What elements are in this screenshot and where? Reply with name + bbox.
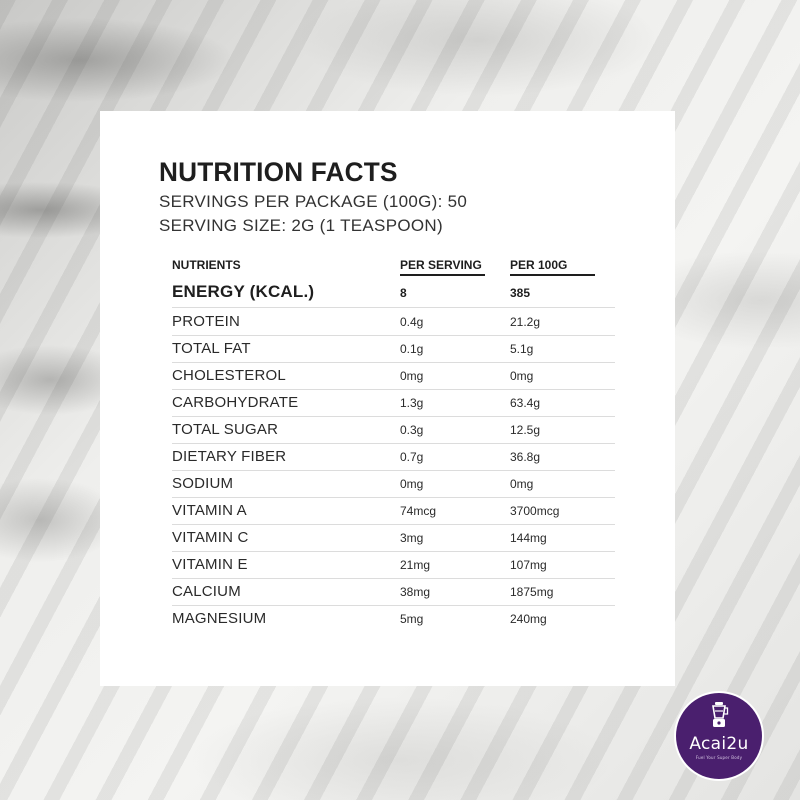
- serving-size: SERVING SIZE: 2G (1 TEASPOON): [159, 216, 443, 235]
- logo-wordmark: Acai2u: [689, 734, 749, 754]
- per-100g-value: 0mg: [510, 477, 534, 491]
- header-per-100g: PER 100G: [510, 258, 595, 276]
- per-serving-value: 74mcg: [400, 504, 437, 518]
- nutrient-name: CALCIUM: [172, 583, 241, 600]
- nutrient-name: CARBOHYDRATE: [172, 394, 299, 411]
- per-serving-value: 1.3g: [400, 396, 424, 410]
- per-serving-value: 0mg: [400, 369, 424, 383]
- table-row: VITAMIN C 3mg 144mg: [172, 524, 615, 552]
- nutrient-name: DIETARY FIBER: [172, 448, 287, 465]
- per-100g-value: 12.5g: [510, 423, 541, 437]
- per-100g-value: 3700mcg: [510, 504, 560, 518]
- header-per-serving: PER SERVING: [400, 258, 485, 276]
- nutrient-name: PROTEIN: [172, 313, 241, 330]
- table-row: TOTAL SUGAR 0.3g 12.5g: [172, 416, 615, 444]
- per-serving-value: 38mg: [400, 585, 431, 599]
- table-row: CHOLESTEROL 0mg 0mg: [172, 362, 615, 390]
- per-serving-value: 5mg: [400, 612, 424, 626]
- header-nutrients: NUTRIENTS: [172, 258, 241, 272]
- table-row: TOTAL FAT 0.1g 5.1g: [172, 335, 615, 363]
- per-100g-value: 240mg: [510, 612, 547, 626]
- nutrient-name: VITAMIN A: [172, 502, 247, 519]
- nutrient-name: MAGNESIUM: [172, 610, 267, 627]
- per-100g-value: 1875mg: [510, 585, 554, 599]
- nutrient-name: SODIUM: [172, 475, 234, 492]
- per-serving-value: 0.3g: [400, 423, 424, 437]
- per-100g-value: 5.1g: [510, 342, 534, 356]
- nutrition-title: NUTRITION FACTS: [159, 157, 398, 187]
- nutrient-name: TOTAL SUGAR: [172, 421, 279, 438]
- per-serving-value: 21mg: [400, 558, 431, 572]
- per-100g-value: 21.2g: [510, 315, 541, 329]
- table-row: CALCIUM 38mg 1875mg: [172, 578, 615, 606]
- servings-per-package: SERVINGS PER PACKAGE (100G): 50: [159, 192, 468, 211]
- per-serving-value: 8: [400, 286, 407, 300]
- per-serving-value: 0mg: [400, 477, 424, 491]
- nutrient-name: CHOLESTEROL: [172, 367, 286, 384]
- per-100g-value: 107mg: [510, 558, 547, 572]
- table-row: VITAMIN A 74mcg 3700mcg: [172, 497, 615, 525]
- per-serving-value: 0.1g: [400, 342, 424, 356]
- per-100g-value: 385: [510, 286, 531, 300]
- per-100g-value: 0mg: [510, 369, 534, 383]
- per-100g-value: 63.4g: [510, 396, 541, 410]
- per-100g-value: 36.8g: [510, 450, 541, 464]
- nutrient-name: TOTAL FAT: [172, 340, 251, 357]
- acai2u-logo: Acai2u Fuel Your Super Body: [676, 693, 762, 779]
- table-row: SODIUM 0mg 0mg: [172, 470, 615, 498]
- table-row-energy: ENERGY (KCAL.) 8 385: [172, 280, 615, 308]
- logo-tagline: Fuel Your Super Body: [695, 755, 743, 760]
- nutrient-name: VITAMIN E: [172, 556, 248, 573]
- per-serving-value: 0.7g: [400, 450, 424, 464]
- nutrient-name: ENERGY (KCAL.): [172, 282, 315, 301]
- nutrition-card: NUTRITION FACTS SERVINGS PER PACKAGE (10…: [100, 111, 675, 686]
- table-row: MAGNESIUM 5mg 240mg: [172, 605, 615, 632]
- per-serving-value: 0.4g: [400, 315, 424, 329]
- table-row: CARBOHYDRATE 1.3g 63.4g: [172, 389, 615, 417]
- table-row: VITAMIN E 21mg 107mg: [172, 551, 615, 579]
- table-row: DIETARY FIBER 0.7g 36.8g: [172, 443, 615, 471]
- blender-icon: [712, 702, 729, 727]
- nutrient-name: VITAMIN C: [172, 529, 249, 546]
- per-100g-value: 144mg: [510, 531, 547, 545]
- table-row: PROTEIN 0.4g 21.2g: [172, 308, 615, 336]
- per-serving-value: 3mg: [400, 531, 424, 545]
